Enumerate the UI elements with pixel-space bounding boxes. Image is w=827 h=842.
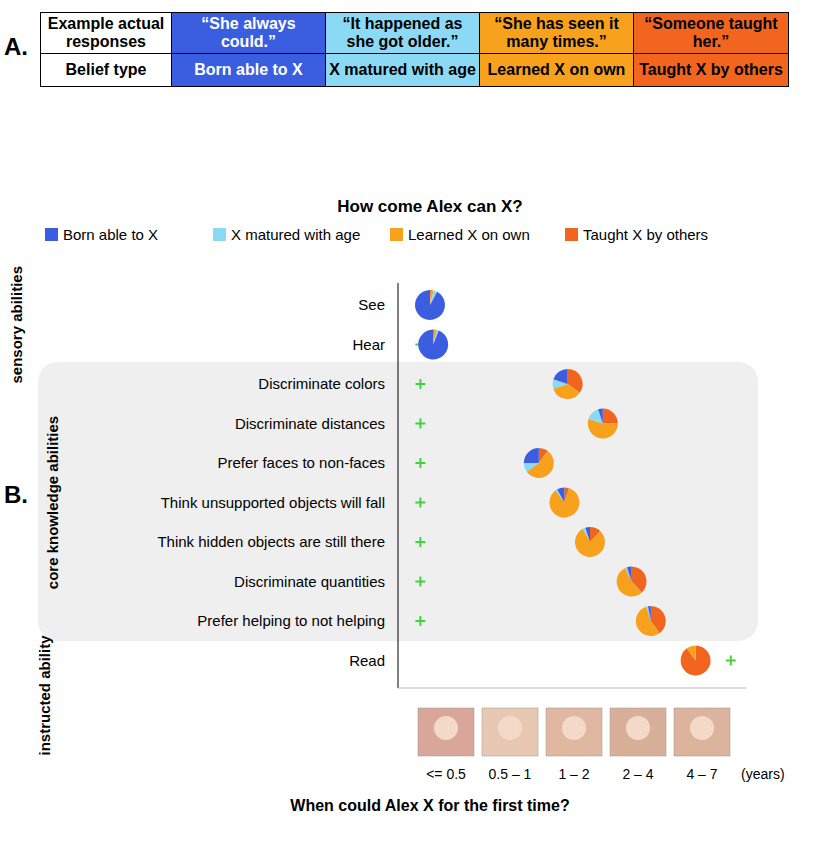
group-label: core knowledge abilities: [44, 416, 61, 589]
pie-slice: [681, 646, 711, 676]
x-label: When could Alex X for the first time?: [290, 797, 569, 814]
category-label: Discriminate colors: [258, 375, 385, 392]
age-photo: [674, 708, 730, 756]
x-tick-label: <= 0.5: [426, 766, 466, 782]
pie-slice: [415, 290, 445, 320]
legend-label: Learned X on own: [408, 226, 530, 243]
panel-label: B.: [4, 481, 28, 508]
age-photo: [546, 708, 602, 756]
plus-v: [419, 537, 421, 547]
table-cell: “She always could.”: [172, 13, 326, 54]
panel-label: A.: [4, 33, 28, 60]
pie-slice: [625, 567, 631, 581]
group-label: sensory abilities: [8, 266, 25, 384]
pie-slice: [603, 409, 618, 424]
plus-marker: [415, 458, 425, 468]
belief-table: Example actual responses“She always coul…: [40, 12, 789, 87]
table-row: Belief typeBorn able to XX matured with …: [41, 54, 789, 87]
legend-label: Taught X by others: [583, 226, 708, 243]
pie-slice: [589, 409, 603, 423]
plus-v: [419, 498, 421, 508]
pie-slice: [585, 527, 590, 542]
plus-v: [419, 379, 421, 389]
x-axis: [398, 688, 747, 689]
plus-v: [419, 616, 421, 626]
plus-v: [419, 577, 421, 587]
category-label: Read: [349, 652, 385, 669]
chart: A.B.How come Alex can X?Born able to XX …: [0, 0, 827, 842]
age-photo-face: [562, 716, 586, 740]
pie-slice: [549, 488, 579, 517]
pie-slice: [557, 488, 564, 503]
plus-v: [419, 419, 421, 429]
pie-slice: [583, 528, 590, 542]
pie-slice: [646, 606, 651, 621]
age-photo: [418, 708, 474, 756]
age-photo: [610, 708, 666, 756]
pie-slice: [588, 419, 618, 439]
age-photo: [482, 708, 538, 756]
pie-slice: [598, 409, 603, 424]
table-cell: “It happened as she got older.”: [326, 13, 480, 54]
category-label: Prefer helping to not helping: [197, 612, 385, 629]
legend-swatch: [213, 228, 226, 241]
age-photo-face: [498, 716, 522, 740]
x-tick-label: 0.5 – 1: [489, 766, 532, 782]
age-photo-face: [690, 716, 714, 740]
table-cell: Taught X by others: [634, 54, 789, 87]
x-tick-label: 4 – 7: [686, 766, 717, 782]
table-cell: Born able to X: [172, 54, 326, 87]
table-cell: Belief type: [41, 54, 172, 87]
plus-v: [419, 458, 421, 468]
category-label: Discriminate quantities: [234, 573, 385, 590]
table-row: Example actual responses“She always coul…: [41, 13, 789, 54]
x-tick-label: 1 – 2: [558, 766, 589, 782]
pie-slice: [648, 606, 651, 621]
plus-marker: [415, 537, 425, 547]
plus-marker: [415, 498, 425, 508]
age-photo-face: [434, 716, 458, 740]
plus-marker: [415, 577, 425, 587]
legend-swatch: [45, 228, 58, 241]
category-label: Prefer faces to non-faces: [217, 454, 385, 471]
table-cell: “She has seen it many times.”: [480, 13, 634, 54]
plus-v: [730, 656, 732, 666]
group-label: instructed ability: [36, 635, 53, 756]
x-unit: (years): [741, 766, 785, 782]
plus-marker: [415, 616, 425, 626]
legend-label: X matured with age: [231, 226, 360, 243]
plus-marker: [415, 379, 425, 389]
legend-swatch: [565, 228, 578, 241]
pie-slice: [524, 463, 539, 472]
plot-area: [415, 290, 736, 676]
pie-slice: [418, 330, 448, 360]
category-label: Think hidden objects are still there: [157, 533, 385, 550]
legend-swatch: [390, 228, 403, 241]
pie-slice: [553, 369, 567, 384]
age-photo-face: [626, 716, 650, 740]
plus-marker: [726, 656, 736, 666]
category-label: See: [358, 296, 385, 313]
table-cell: X matured with age: [326, 54, 480, 87]
category-label: Hear: [352, 336, 385, 353]
pie-slice: [627, 567, 632, 582]
table-cell: “Someone taught her.”: [634, 13, 789, 54]
pie-slice: [636, 607, 660, 636]
y-axis: [398, 283, 399, 688]
legend-label: Born able to X: [63, 226, 158, 243]
category-label: Discriminate distances: [235, 415, 385, 432]
title: How come Alex can X?: [337, 197, 522, 216]
table-cell: Learned X on own: [480, 54, 634, 87]
table-cell: Example actual responses: [41, 13, 172, 54]
plus-marker: [415, 419, 425, 429]
category-label: Think unsupported objects will fall: [161, 494, 385, 511]
pie-slice: [687, 646, 696, 661]
x-tick-label: 2 – 4: [622, 766, 653, 782]
pie-slice: [524, 448, 539, 463]
